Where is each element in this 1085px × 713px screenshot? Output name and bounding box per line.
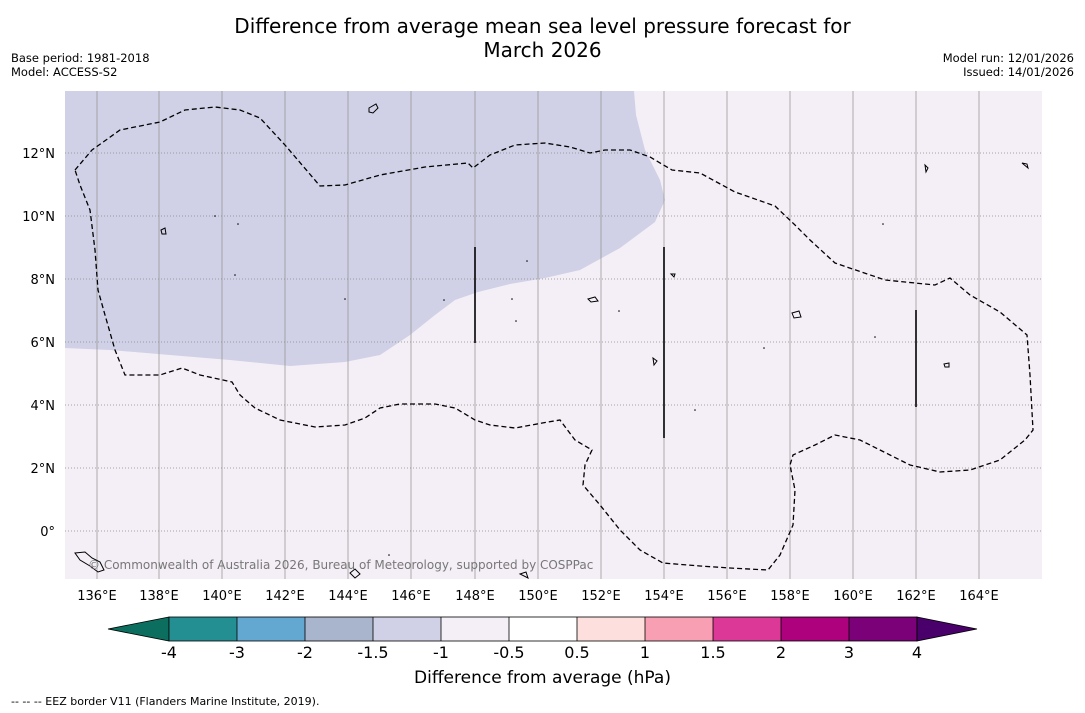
lat-labels: 12°N 10°N 8°N 6°N 4°N 2°N 0° [22,147,55,540]
title-line-2: March 2026 [483,38,602,62]
base-period: Base period: 1981-2018 [11,51,150,65]
island-yap [160,227,167,235]
islet-dots [214,215,884,556]
lon-label: 144°E [328,589,368,604]
lon-label: 142°E [265,589,305,604]
lat-label: 10°N [22,210,55,225]
colorbar: -4 -3 -2 -1.5 -1 -0.5 0.5 1 1.5 2 3 4 [107,616,978,662]
colorbar-tick: 1 [640,643,650,662]
island-atoll-3 [924,163,929,174]
lon-label: 146°E [391,589,431,604]
colorbar-tick: -1.5 [357,643,388,662]
colorbar-swatch [713,617,781,641]
colorbar-title: Difference from average (hPa) [414,668,671,688]
colorbar-tick: -4 [161,643,177,662]
island-pohnpei [791,310,802,319]
copyright-notice: © Commonwealth of Australia 2026, Bureau… [88,558,594,572]
anomaly-field-darker [65,91,665,366]
model-run-date: Model run: 12/01/2026 [942,51,1074,65]
lat-label: 8°N [31,273,56,288]
eez-footnote: -- -- -- EEZ border V11 (Flanders Marine… [11,695,320,708]
colorbar-tick: 2 [776,643,786,662]
colorbar-swatch [237,617,305,641]
colorbar-swatch [645,617,713,641]
colorbar-dividers [236,617,850,641]
island-kosrae [943,362,950,368]
island-atoll-1 [669,273,676,278]
colorbar-outline [168,616,918,642]
colorbar-swatch [169,617,237,641]
base-info: Base period: 1981-2018 Model: ACCESS-S2 [11,51,150,79]
lon-label: 156°E [707,589,747,604]
colorbar-swatch [781,617,849,641]
island-png-north [74,551,105,573]
colorbar-tick: -0.5 [493,643,524,662]
model-name: Model: ACCESS-S2 [11,65,118,79]
lon-label: 140°E [202,589,242,604]
colorbar-tick: 3 [844,643,854,662]
colorbar-tick: -2 [297,643,313,662]
island-atoll-2 [652,356,658,367]
map-title: Difference from average mean sea level p… [0,14,1085,62]
colorbar-tick: 4 [912,643,922,662]
title-line-1: Difference from average mean sea level p… [234,14,851,38]
colorbar-swatch [305,617,373,641]
colorbar-swatch [373,617,441,641]
latitude-lines [65,152,1042,532]
lon-label: 148°E [455,589,495,604]
run-info: Model run: 12/01/2026 Issued: 14/01/2026 [943,51,1074,79]
issued-date: Issued: 14/01/2026 [963,65,1074,79]
lat-label: 2°N [31,462,56,477]
colorbar-tick: -3 [229,643,245,662]
lon-label: 164°E [959,589,999,604]
lon-label: 162°E [896,589,936,604]
lon-label: 138°E [139,589,179,604]
island-atoll-4 [1021,162,1029,170]
lon-labels: 136°E 138°E 140°E 142°E 144°E 146°E 148°… [77,589,999,604]
islands [74,103,1029,579]
lon-label: 154°E [644,589,684,604]
lat-label: 12°N [22,147,55,162]
lon-label: 152°E [581,589,621,604]
colorbar-swatch [849,617,917,641]
colorbar-tick: 0.5 [564,643,589,662]
eez-segments [474,247,917,438]
colorbar-swatch [441,617,509,641]
colorbar-swatch [577,617,645,641]
lon-label: 160°E [833,589,873,604]
colorbar-tick: 1.5 [700,643,725,662]
colorbar-tick-labels: -4 -3 -2 -1.5 -1 -0.5 0.5 1 1.5 2 3 4 [161,643,922,662]
island-chuuk [587,296,599,303]
colorbar-extend-left [107,616,170,642]
lat-label: 4°N [31,399,56,414]
lon-label: 150°E [518,589,558,604]
colorbar-swatch [509,617,577,641]
colorbar-extend-right [916,616,978,642]
lat-label: 0° [40,525,55,540]
lon-label: 136°E [77,589,117,604]
island-png-2 [349,568,361,579]
lon-label: 158°E [770,589,810,604]
colorbar-tick: -1 [433,643,449,662]
island-png-3 [518,571,529,579]
lat-label: 6°N [31,336,56,351]
island-guam [368,103,379,114]
